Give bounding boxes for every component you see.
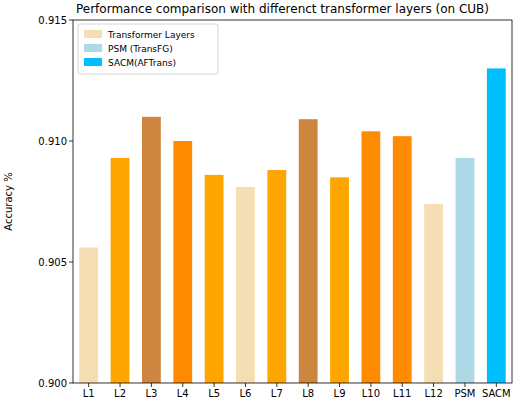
bar (142, 117, 161, 383)
x-tick (402, 383, 403, 387)
x-tick-label: SACM (482, 388, 511, 399)
x-tick-label: L10 (362, 388, 380, 399)
bar (487, 68, 506, 383)
legend: Transformer Layers PSM (TransFG) SACM(AFTr… (78, 24, 218, 74)
x-tick (276, 383, 277, 387)
bar (299, 119, 318, 383)
legend-label: SACM(AFTrans) (108, 58, 176, 68)
x-tick-label: L1 (83, 388, 95, 399)
x-tick-label: L11 (393, 388, 411, 399)
x-tick-label: L5 (208, 388, 220, 399)
x-tick-label: L8 (302, 388, 314, 399)
y-tick (69, 383, 73, 384)
x-tick (151, 383, 152, 387)
x-tick-label: L4 (177, 388, 189, 399)
y-tick-label: 0.915 (38, 15, 67, 26)
x-tick (182, 383, 183, 387)
x-tick (496, 383, 497, 387)
legend-box (78, 24, 218, 74)
x-tick-label: PSM (454, 388, 475, 399)
x-tick (245, 383, 246, 387)
x-tick-label: L12 (424, 388, 442, 399)
bar (205, 175, 224, 383)
bar (361, 131, 380, 383)
bar (111, 158, 130, 383)
y-tick (69, 141, 73, 142)
title: Performance comparison with differenct t… (76, 2, 489, 16)
x-tick (339, 383, 340, 387)
x-tick (370, 383, 371, 387)
bars (79, 68, 505, 383)
y-tick-label: 0.900 (38, 378, 67, 389)
y-tick-label: 0.905 (38, 257, 67, 268)
x-tick (88, 383, 89, 387)
bar (173, 141, 192, 383)
bar (267, 170, 286, 383)
plot-frame (73, 20, 512, 383)
y-axis-label: Accuracy % (3, 172, 14, 230)
bar (330, 177, 349, 383)
bar (236, 187, 255, 383)
bar (79, 247, 98, 383)
x-tick (120, 383, 121, 387)
x-tick-label: L7 (271, 388, 283, 399)
y-tick (69, 262, 73, 263)
y-tick (69, 20, 73, 21)
x-tick (464, 383, 465, 387)
legend-label: PSM (TransFG) (108, 44, 173, 54)
x-tick (214, 383, 215, 387)
legend-swatch (84, 30, 102, 38)
bar (393, 136, 412, 383)
bar (456, 158, 475, 383)
bar (424, 204, 443, 383)
legend-label: Transformer Layers (107, 30, 195, 40)
chart: Performance comparison with differenct t… (0, 0, 518, 400)
x-tick-label: L9 (334, 388, 346, 399)
legend-swatch (84, 44, 102, 52)
y-tick-label: 0.910 (38, 136, 67, 147)
legend-swatch (84, 58, 102, 66)
x-tick-label: L6 (239, 388, 251, 399)
x-tick-label: L3 (145, 388, 157, 399)
x-tick (308, 383, 309, 387)
x-tick-label: L2 (114, 388, 126, 399)
x-tick (433, 383, 434, 387)
